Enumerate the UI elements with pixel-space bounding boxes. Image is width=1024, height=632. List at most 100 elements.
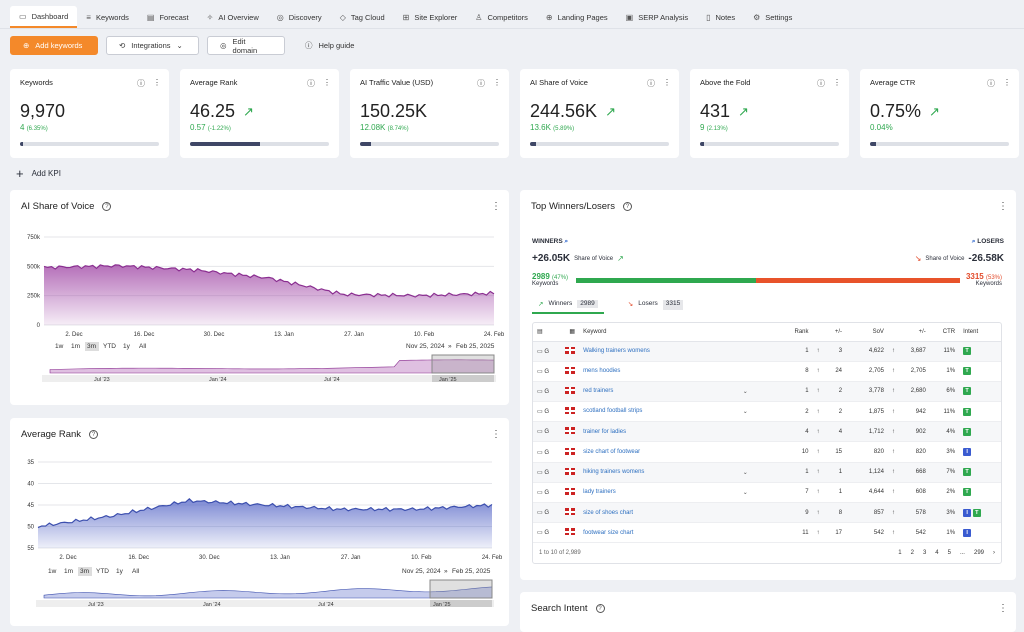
- nav-site-explorer[interactable]: ⊞ Site Explorer: [394, 6, 467, 28]
- search-list-icon[interactable]: ⌕: [564, 238, 569, 245]
- range-all[interactable]: All: [139, 343, 147, 350]
- keyword-link[interactable]: trainer for ladies: [583, 428, 627, 435]
- more-menu-icon[interactable]: ⋮: [1003, 78, 1011, 87]
- nav-serp-analysis[interactable]: ▣ SERP Analysis: [617, 6, 697, 28]
- nav-notes[interactable]: ▯ Notes: [697, 6, 744, 28]
- col-sov[interactable]: SoV: [846, 323, 888, 342]
- add-keywords-button[interactable]: ⊕ Add keywords: [10, 36, 98, 55]
- help-icon[interactable]: ?: [102, 202, 112, 211]
- keyword-cell[interactable]: red trainers ⌄: [579, 381, 752, 403]
- keyword-link[interactable]: hiking trainers womens: [583, 468, 645, 475]
- col-intent[interactable]: Intent: [959, 323, 1001, 342]
- nav-landing-pages[interactable]: ⊕ Landing Pages: [537, 6, 617, 28]
- next-page-icon[interactable]: ›: [993, 550, 995, 557]
- more-menu-icon[interactable]: ⋮: [493, 78, 501, 87]
- keyword-link[interactable]: scotland football strips: [583, 408, 643, 415]
- keyword-cell[interactable]: mens hoodies: [579, 361, 752, 382]
- navigator-selection[interactable]: [431, 354, 495, 374]
- range-from-date[interactable]: Nov 25, 2024: [402, 568, 441, 575]
- more-menu-icon[interactable]: ⋮: [998, 603, 1008, 614]
- page-2[interactable]: 2: [910, 550, 914, 557]
- range-1w[interactable]: 1w: [48, 568, 57, 575]
- page-4[interactable]: 4: [935, 550, 939, 557]
- navigator-scroll-thumb[interactable]: [430, 600, 492, 607]
- keyword-cell[interactable]: Walking trainers womens: [579, 341, 752, 362]
- nav-ai-overview[interactable]: ✧ AI Overview: [198, 6, 268, 28]
- keyword-link[interactable]: size chart of footwear: [583, 449, 641, 456]
- range-1y[interactable]: 1y: [116, 568, 124, 575]
- edit-domain-button[interactable]: ◎ Edit domain: [207, 36, 285, 55]
- navigator-scroll-thumb[interactable]: [432, 375, 494, 382]
- table-row[interactable]: ▭ G footwear size chart 11 ↑ 17 542 ↑ 542 …: [533, 522, 1001, 544]
- more-menu-icon[interactable]: ⋮: [153, 78, 161, 87]
- info-icon[interactable]: ⓘ: [477, 79, 485, 88]
- range-3m[interactable]: 3m: [87, 343, 96, 350]
- info-icon[interactable]: ⓘ: [137, 79, 145, 88]
- keyword-link[interactable]: red trainers: [583, 387, 614, 394]
- info-icon[interactable]: ⓘ: [987, 79, 995, 88]
- more-menu-icon[interactable]: ⋮: [491, 429, 501, 440]
- col-delta[interactable]: +/-: [887, 323, 930, 342]
- range-all[interactable]: All: [132, 568, 140, 575]
- keyword-link[interactable]: lady trainers: [583, 488, 616, 495]
- chevron-down-icon[interactable]: ⌄: [742, 388, 748, 395]
- range-to-date[interactable]: Feb 25, 2025: [452, 568, 491, 575]
- keyword-cell[interactable]: trainer for ladies: [579, 421, 752, 443]
- col-rank[interactable]: Rank: [751, 323, 813, 342]
- keyword-cell[interactable]: size of shoes chart: [579, 502, 752, 524]
- nav-keywords[interactable]: ≡ Keywords: [77, 6, 138, 28]
- help-icon[interactable]: ?: [595, 604, 605, 613]
- info-icon[interactable]: ⓘ: [817, 79, 825, 88]
- table-row[interactable]: ▭ G red trainers ⌄ 1 ↑ 2 3,778 ↑ 2,680 6% T: [533, 381, 1001, 403]
- table-row[interactable]: ▭ G scotland football strips ⌄ 2 ↑ 2 1,875…: [533, 401, 1001, 423]
- range-1w[interactable]: 1w: [55, 343, 64, 350]
- page-5[interactable]: 5: [947, 550, 951, 557]
- table-row[interactable]: ▭ G size of shoes chart 9 ↑ 8 857 ↑ 578 3%…: [533, 502, 1001, 524]
- page-3[interactable]: 3: [922, 550, 927, 557]
- chevron-down-icon[interactable]: ⌄: [742, 409, 748, 416]
- col-ctr[interactable]: CTR: [929, 323, 960, 342]
- nav-settings[interactable]: ⚙ Settings: [744, 6, 801, 28]
- info-icon[interactable]: ⓘ: [307, 79, 315, 88]
- keyword-link[interactable]: mens hoodies: [583, 368, 621, 375]
- table-row[interactable]: ▭ G size chart of footwear 10 ↑ 15 820 ↑ 8…: [533, 441, 1001, 463]
- tab-winners[interactable]: ↗ Winners 2989: [532, 300, 604, 314]
- info-icon[interactable]: ⓘ: [647, 79, 655, 88]
- search-list-icon[interactable]: ⌕: [971, 238, 976, 245]
- help-guide-button[interactable]: ⓘ Help guide: [293, 36, 366, 55]
- table-row[interactable]: ▭ G lady trainers ⌄ 7 ↑ 1 4,644 ↑ 608 2% T: [533, 482, 1001, 504]
- nav-dashboard[interactable]: ▭ Dashboard: [10, 6, 78, 28]
- keyword-cell[interactable]: footwear size chart: [579, 522, 752, 544]
- chevron-down-icon[interactable]: ⌄: [742, 489, 748, 496]
- table-row[interactable]: ▭ G mens hoodies 8 ↑ 24 2,705 ↑ 2,705 1% T: [533, 361, 1001, 382]
- nav-discovery[interactable]: ◎ Discovery: [268, 6, 331, 28]
- series-line[interactable]: [37, 497, 493, 529]
- range-1m[interactable]: 1m: [64, 568, 73, 575]
- nav-competitors[interactable]: ♙ Competitors: [466, 6, 537, 28]
- keyword-link[interactable]: Walking trainers womens: [583, 348, 650, 355]
- range-1y[interactable]: 1y: [123, 343, 131, 350]
- series-line[interactable]: [43, 264, 495, 298]
- more-menu-icon[interactable]: ⋮: [833, 78, 841, 87]
- keyword-cell[interactable]: lady trainers ⌄: [579, 482, 752, 504]
- navigator-selection[interactable]: [429, 579, 493, 599]
- range-3m[interactable]: 3m: [80, 568, 89, 575]
- integrations-button[interactable]: ⟲ Integrations ⌄: [106, 36, 199, 55]
- navigator-scrollbar[interactable]: [42, 375, 496, 382]
- range-ytd[interactable]: YTD: [103, 343, 116, 350]
- range-from-date[interactable]: Nov 25, 2024: [406, 343, 445, 350]
- nav-forecast[interactable]: ▤ Forecast: [138, 6, 198, 28]
- more-menu-icon[interactable]: ⋮: [491, 201, 501, 212]
- tab-losers[interactable]: ↘ Losers 3315: [622, 300, 689, 314]
- more-menu-icon[interactable]: ⋮: [663, 78, 671, 87]
- add-kpi-button[interactable]: + Add KPI: [16, 166, 61, 181]
- col-delta[interactable]: +/-: [812, 323, 847, 342]
- keyword-cell[interactable]: scotland football strips ⌄: [579, 401, 752, 423]
- page-ellipsis[interactable]: ...: [959, 550, 965, 557]
- more-menu-icon[interactable]: ⋮: [323, 78, 331, 87]
- keyword-cell[interactable]: size chart of footwear: [579, 441, 752, 463]
- navigator-scrollbar[interactable]: [36, 600, 494, 607]
- keyword-cell[interactable]: hiking trainers womens ⌄: [579, 462, 752, 483]
- chevron-down-icon[interactable]: ⌄: [742, 469, 748, 476]
- keyword-link[interactable]: size of shoes chart: [583, 509, 634, 516]
